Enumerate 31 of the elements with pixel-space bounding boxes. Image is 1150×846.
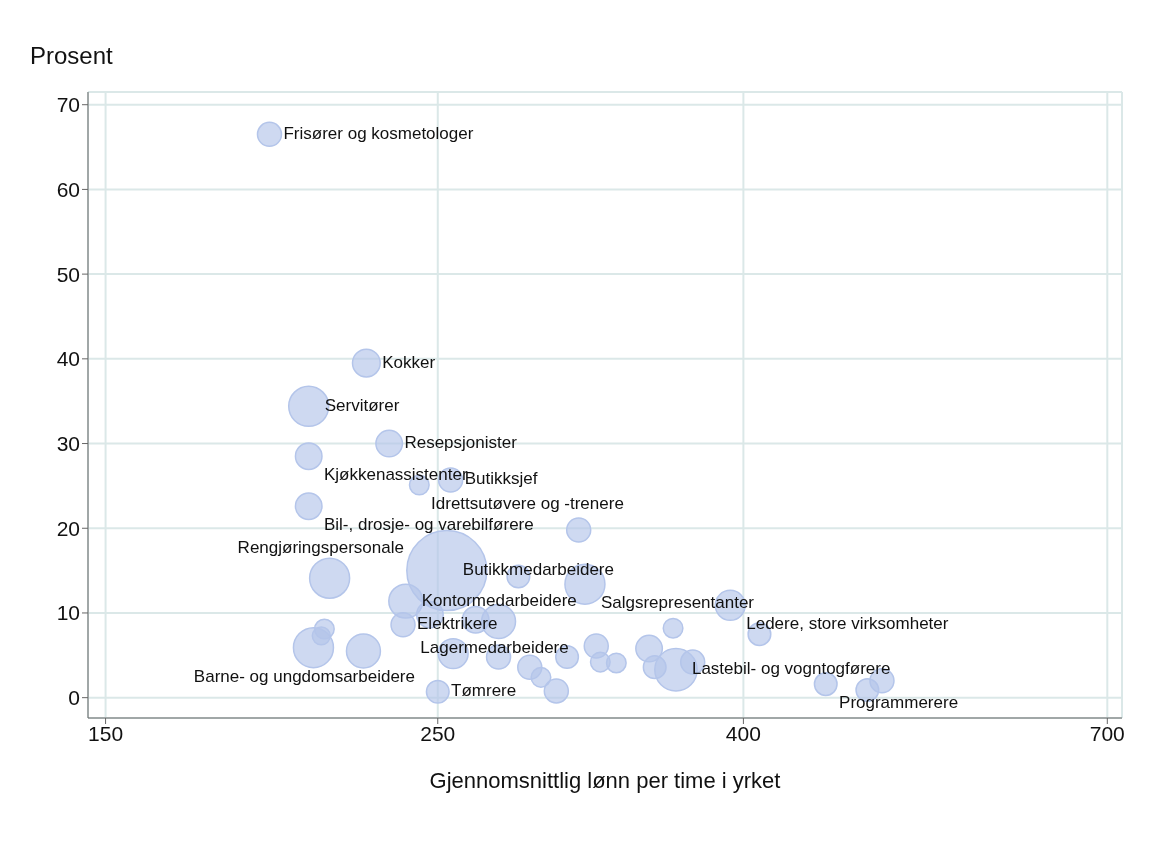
data-label: Tømrere <box>451 681 517 701</box>
data-label: Resepsjonister <box>404 433 518 453</box>
y-tick-label: 70 <box>56 93 80 117</box>
x-tick-label: 700 <box>1089 721 1125 745</box>
y-tick-label: 60 <box>56 177 80 201</box>
y-axis-title: Prosent <box>30 42 113 70</box>
data-label: Bil-, drosje- og varebilførere <box>323 514 534 534</box>
data-label: Ledere, store virksomheter <box>746 613 949 633</box>
data-label: Idrettsutøvere og -trenere <box>431 493 624 513</box>
data-label: Salgsrepresentanter <box>600 592 755 612</box>
data-label: Servitører <box>324 395 400 415</box>
data-label: Butikkmedarbeidere <box>462 560 614 580</box>
y-tick-label: 0 <box>68 686 80 710</box>
data-label: Kokker <box>382 352 436 372</box>
data-label: Barne- og ungdomsarbeidere <box>193 667 416 687</box>
y-tick-label: 10 <box>56 601 80 625</box>
y-tick-label: 30 <box>56 432 80 455</box>
x-axis-title: Gjennomsnittlig lønn per time i yrket <box>429 768 781 793</box>
data-label: Lastebil- og vogntogførere <box>691 659 891 679</box>
data-label: Frisører og kosmetologer <box>283 123 474 143</box>
data-label: Elektrikere <box>417 614 498 634</box>
data-label: Programmerere <box>839 692 959 712</box>
y-tick-label: 40 <box>56 347 80 371</box>
y-tick-label: 20 <box>56 516 80 540</box>
x-tick-label: 250 <box>420 721 456 745</box>
y-tick-label: 50 <box>56 262 80 286</box>
data-label: Kontormedarbeidere <box>421 590 577 610</box>
data-label: Lagermedarbeidere <box>420 637 569 657</box>
x-tick-label: 400 <box>725 721 761 745</box>
data-label: Rengjøringspersonale <box>237 537 404 557</box>
x-tick-label: 150 <box>88 721 124 745</box>
